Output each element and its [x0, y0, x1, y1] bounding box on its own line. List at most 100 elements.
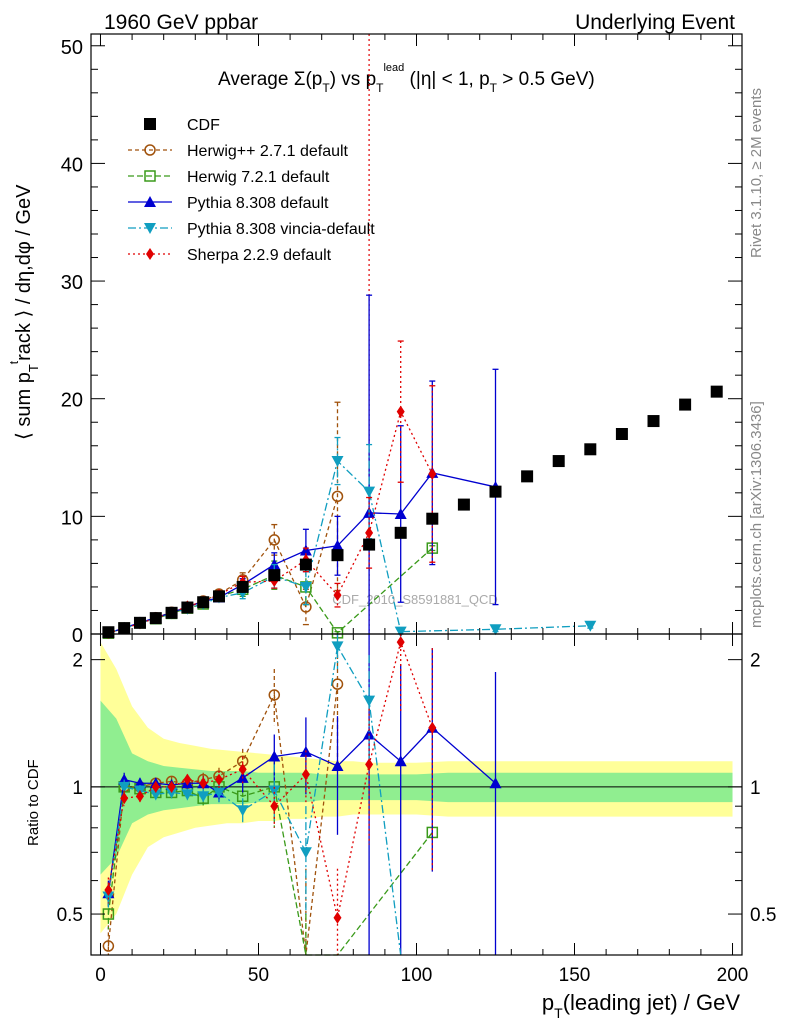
ratio-point	[120, 792, 129, 805]
series-cdf	[102, 385, 723, 639]
legend-item-cdf: CDF	[144, 117, 220, 134]
ratio-point	[165, 787, 178, 799]
ratio-point	[214, 773, 223, 786]
data-point	[331, 549, 344, 562]
data-point	[489, 485, 502, 498]
legend-label: Sherpa 2.2.9 default	[187, 247, 332, 264]
ratio-point	[268, 750, 281, 762]
ratio-line-herwigpp	[107, 684, 339, 956]
series-herwigpp	[102, 401, 344, 640]
data-point	[236, 580, 249, 593]
data-point	[133, 616, 146, 629]
data-point	[331, 456, 344, 468]
data-point	[363, 538, 376, 551]
ratio-point	[331, 678, 344, 690]
ratio-point	[331, 760, 344, 772]
legend-item-herwigpp: Herwig++ 2.7.1 default	[128, 143, 349, 160]
ratio-point	[102, 891, 115, 903]
data-point	[268, 569, 281, 582]
ratio-point	[149, 789, 162, 801]
mcplots-label: mcplots.cern.ch [arXiv:1306.3436]	[748, 401, 765, 628]
legend-item-herwig7: Herwig 7.2.1 default	[128, 169, 330, 186]
data-point	[489, 624, 502, 636]
ratio-point	[167, 780, 176, 793]
ratio-point	[270, 800, 279, 813]
y-tick-label: 0	[72, 625, 83, 647]
data-point	[584, 443, 597, 456]
ratio-point	[135, 790, 144, 803]
ratio-point	[236, 805, 249, 817]
y-tick-label: 10	[61, 507, 83, 529]
legend-label: Pythia 8.308 default	[187, 195, 329, 212]
legend-label: Pythia 8.308 vincia-default	[187, 221, 375, 238]
ratio-y-tick-label-right: 0.5	[750, 905, 776, 926]
legend-label: Herwig 7.2.1 default	[187, 169, 330, 186]
x-tick-label: 50	[248, 965, 269, 986]
legend: CDF Herwig++ 2.7.1 default Herwig 7.2.1 de…	[128, 117, 375, 264]
ratio-point	[299, 847, 312, 859]
x-tick-label: 150	[559, 965, 591, 986]
analysis-watermark: CDF_2010_S8591881_QCD	[332, 592, 498, 607]
ratio-point	[396, 636, 405, 649]
data-point	[615, 428, 628, 440]
ratio-point	[238, 763, 247, 776]
data-point	[118, 622, 131, 635]
data-point	[394, 526, 407, 539]
data-point	[679, 398, 692, 411]
ratio-point	[428, 721, 437, 734]
ratio-axis-label: Ratio to CDF	[25, 759, 42, 846]
series-line-vincia	[108, 459, 591, 634]
ratio-band-inner	[100, 700, 733, 875]
data-point	[710, 385, 723, 398]
ratio-point	[104, 884, 113, 897]
ratio-point	[183, 773, 192, 786]
analysis-label: Underlying Event	[575, 11, 735, 34]
ratio-y-tick-label: 0.5	[57, 905, 83, 926]
ratio-point	[102, 940, 115, 952]
legend-label: Herwig++ 2.7.1 default	[187, 143, 349, 160]
data-point	[197, 596, 210, 609]
data-point	[363, 486, 376, 498]
legend-marker	[146, 248, 154, 260]
ratio-point	[333, 911, 342, 924]
data-point	[365, 526, 374, 539]
data-point	[394, 508, 407, 519]
data-point	[396, 405, 405, 418]
plot-title: Average Σ(pT) vs pTlead (|η| < 1, pT > 0…	[218, 62, 595, 95]
data-point	[647, 415, 660, 428]
y-tick-label: 40	[61, 154, 83, 176]
legend-item-sherpa: Sherpa 2.2.9 default	[128, 247, 332, 264]
legend-item-pythia: Pythia 8.308 default	[128, 195, 329, 212]
legend-marker	[144, 118, 156, 130]
ratio-point	[181, 789, 194, 801]
rivet-version-label: Rivet 3.1.10, ≥ 2M events	[748, 88, 765, 258]
legend-marker	[144, 196, 156, 207]
data-point	[299, 558, 312, 571]
ratio-point	[268, 785, 281, 797]
legend-marker	[144, 170, 156, 182]
x-tick-label: 200	[717, 965, 749, 986]
data-point	[333, 589, 342, 602]
top-data-layer	[102, 34, 723, 640]
series-pythia	[102, 294, 502, 639]
ratio-series-sherpa	[104, 634, 437, 955]
data-point	[428, 468, 437, 480]
y-tick-label: 50	[61, 37, 83, 59]
ratio-point	[365, 758, 374, 771]
ratio-point	[197, 791, 210, 803]
ratio-point	[118, 781, 131, 793]
legend-label: CDF	[187, 117, 220, 134]
ratio-y-tick-label-right: 2	[750, 651, 761, 672]
x-axis-label: pT(leading jet) / GeV	[542, 990, 740, 1021]
ratio-point	[331, 641, 344, 653]
data-point	[584, 620, 597, 632]
ratio-y-tick-label-right: 1	[750, 778, 761, 799]
data-point	[268, 534, 281, 546]
ratio-line-sherpa	[107, 639, 433, 918]
y-tick-label: 30	[61, 272, 83, 294]
ratio-data-layer	[102, 634, 502, 956]
data-point	[331, 490, 344, 503]
data-point	[102, 626, 115, 639]
ratio-point	[199, 777, 208, 790]
data-point	[165, 606, 178, 619]
